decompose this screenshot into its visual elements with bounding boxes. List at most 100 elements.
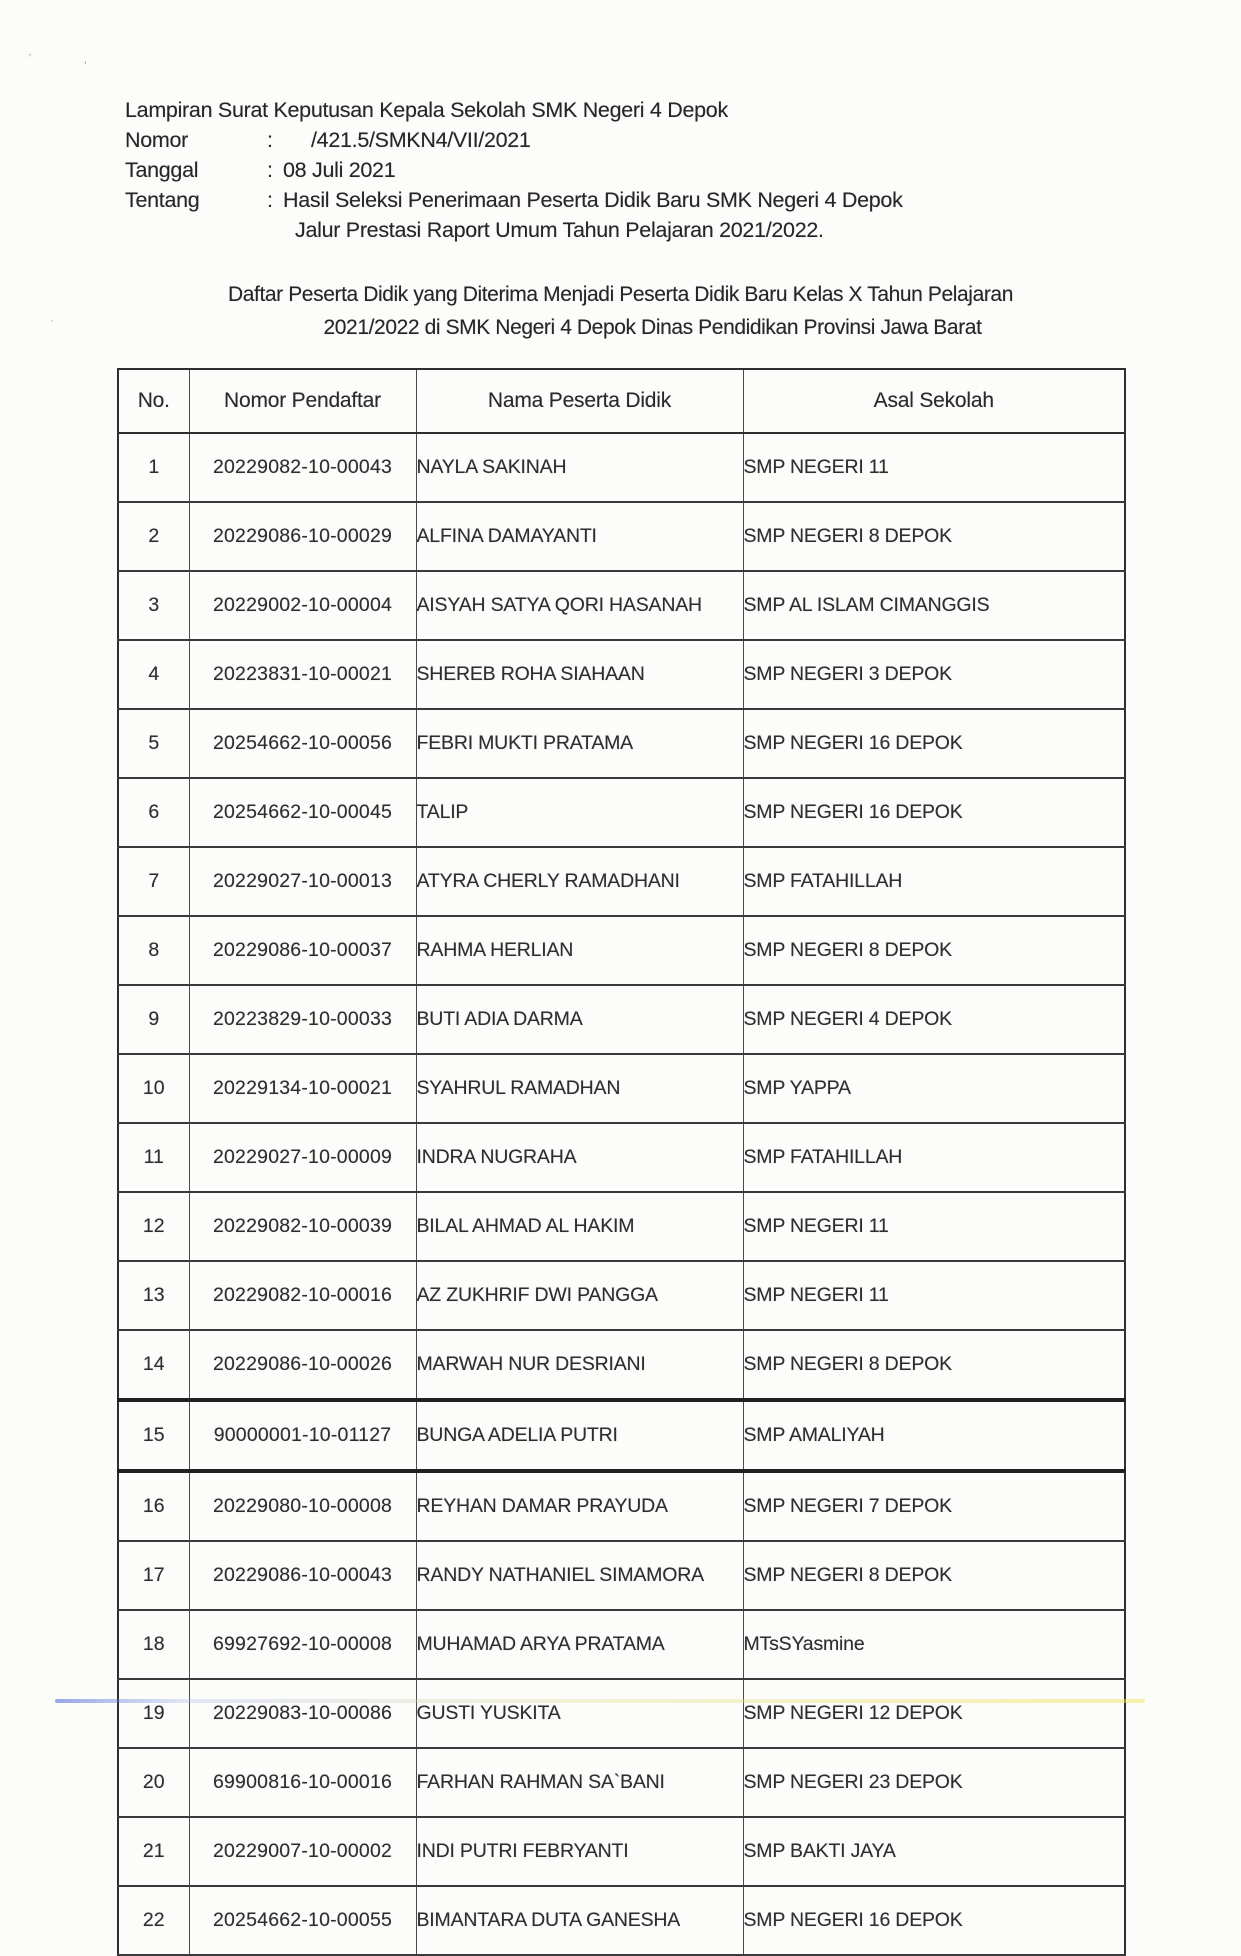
cell-student-name: MUHAMAD ARYA PRATAMA (415, 1609, 744, 1680)
tanggal-colon: : (267, 158, 273, 182)
table-row: 22 20254662-10-00055 BIMANTARA DUTA GANE… (117, 1885, 1126, 1956)
cell-student-name: BUTI ADIA DARMA (415, 984, 744, 1055)
table-row: 19 20229083-10-00086 GUSTI YUSKITA SMP N… (117, 1678, 1126, 1749)
cell-student-name: ATYRA CHERLY RAMADHANI (415, 846, 744, 917)
tentang-value-line1: Hasil Seleksi Penerimaan Peserta Didik B… (283, 188, 903, 212)
table-row: 15 90000001-10-01127 BUNGA ADELIA PUTRI … (117, 1398, 1126, 1473)
cell-origin-school: SMP NEGERI 16 DEPOK (742, 777, 1126, 848)
cell-registration-number: 90000001-10-01127 (188, 1398, 417, 1473)
scan-speck: ’ (84, 59, 87, 73)
cell-registration-number: 20223829-10-00033 (188, 984, 417, 1055)
cell-registration-number: 20223831-10-00021 (188, 639, 417, 710)
cell-no: 22 (117, 1885, 190, 1956)
cell-registration-number: 20229086-10-00026 (188, 1329, 417, 1401)
cell-origin-school: SMP NEGERI 11 (742, 1191, 1126, 1262)
cell-student-name: BIMANTARA DUTA GANESHA (415, 1885, 744, 1956)
cell-no: 2 (117, 501, 190, 572)
letterhead-tentang-row: Tentang : Hasil Seleksi Penerimaan Peser… (125, 185, 903, 215)
header-registration: Nomor Pendaftar (188, 368, 417, 434)
cell-no: 12 (117, 1191, 190, 1262)
cell-no: 17 (117, 1540, 190, 1611)
cell-student-name: GUSTI YUSKITA (415, 1678, 744, 1749)
cell-registration-number: 20229086-10-00043 (188, 1540, 417, 1611)
tanggal-value: 08 Juli 2021 (283, 158, 396, 182)
header-school: Asal Sekolah (742, 368, 1126, 434)
cell-registration-number: 20229086-10-00037 (188, 915, 417, 986)
cell-origin-school: SMP FATAHILLAH (742, 1122, 1126, 1193)
cell-student-name: FEBRI MUKTI PRATAMA (415, 708, 744, 779)
cell-no: 9 (117, 984, 190, 1055)
nomor-colon: : (267, 128, 273, 152)
cell-no: 5 (117, 708, 190, 779)
table-row: 16 20229080-10-00008 REYHAN DAMAR PRAYUD… (117, 1470, 1126, 1542)
nomor-label: Nomor (125, 128, 189, 152)
cell-no: 3 (117, 570, 190, 641)
letterhead-title: Lampiran Surat Keputusan Kepala Sekolah … (125, 98, 728, 122)
letterhead-line1: Lampiran Surat Keputusan Kepala Sekolah … (125, 95, 903, 125)
table-row: 17 20229086-10-00043 RANDY NATHANIEL SIM… (117, 1540, 1126, 1611)
table-row: 2 20229086-10-00029 ALFINA DAMAYANTI SMP… (117, 501, 1126, 572)
cell-no: 13 (117, 1260, 190, 1331)
header-name: Nama Peserta Didik (415, 368, 744, 434)
table-row: 13 20229082-10-00016 AZ ZUKHRIF DWI PANG… (117, 1260, 1126, 1331)
cell-origin-school: SMP NEGERI 4 DEPOK (742, 984, 1126, 1055)
cell-student-name: SHEREB ROHA SIAHAAN (415, 639, 744, 710)
cell-registration-number: 20229002-10-00004 (188, 570, 417, 641)
table-row: 18 69927692-10-00008 MUHAMAD ARYA PRATAM… (117, 1609, 1126, 1680)
cell-student-name: ALFINA DAMAYANTI (415, 501, 744, 572)
cell-student-name: RAHMA HERLIAN (415, 915, 744, 986)
cell-registration-number: 20254662-10-00056 (188, 708, 417, 779)
cell-origin-school: SMP AL ISLAM CIMANGGIS (742, 570, 1126, 641)
table-row: 3 20229002-10-00004 AISYAH SATYA QORI HA… (117, 570, 1126, 641)
cell-origin-school: SMP NEGERI 8 DEPOK (742, 1329, 1126, 1401)
cell-student-name: FARHAN RAHMAN SA`BANI (415, 1747, 744, 1818)
students-table: No. Nomor Pendaftar Nama Peserta Didik A… (117, 368, 1126, 1956)
cell-origin-school: SMP NEGERI 16 DEPOK (742, 708, 1126, 779)
table-row: 1 20229082-10-00043 NAYLA SAKINAH SMP NE… (117, 432, 1126, 503)
cell-no: 4 (117, 639, 190, 710)
cell-origin-school: SMP YAPPA (742, 1053, 1126, 1124)
cell-student-name: AISYAH SATYA QORI HASANAH (415, 570, 744, 641)
cell-origin-school: MTsSYasmine (742, 1609, 1126, 1680)
cell-no: 11 (117, 1122, 190, 1193)
cell-origin-school: SMP FATAHILLAH (742, 846, 1126, 917)
cell-registration-number: 20229007-10-00002 (188, 1816, 417, 1887)
cell-origin-school: SMP NEGERI 8 DEPOK (742, 501, 1126, 572)
cell-student-name: RANDY NATHANIEL SIMAMORA (415, 1540, 744, 1611)
letterhead-tentang-row2: Jalur Prestasi Raport Umum Tahun Pelajar… (125, 215, 903, 245)
tentang-value-line2: Jalur Prestasi Raport Umum Tahun Pelajar… (295, 218, 824, 242)
students-table-body: 1 20229082-10-00043 NAYLA SAKINAH SMP NE… (117, 432, 1126, 1956)
table-row: 14 20229086-10-00026 MARWAH NUR DESRIANI… (117, 1329, 1126, 1401)
table-row: 7 20229027-10-00013 ATYRA CHERLY RAMADHA… (117, 846, 1126, 917)
cell-registration-number: 20229082-10-00039 (188, 1191, 417, 1262)
cell-no: 1 (117, 432, 190, 503)
cell-origin-school: SMP NEGERI 12 DEPOK (742, 1678, 1126, 1749)
cell-no: 8 (117, 915, 190, 986)
cell-no: 18 (117, 1609, 190, 1680)
cell-student-name: NAYLA SAKINAH (415, 432, 744, 503)
students-table-container: No. Nomor Pendaftar Nama Peserta Didik A… (117, 368, 1126, 1956)
cell-origin-school: SMP BAKTI JAYA (742, 1816, 1126, 1887)
tanggal-label: Tanggal (125, 158, 199, 182)
cell-no: 7 (117, 846, 190, 917)
document-title-line1: Daftar Peserta Didik yang Diterima Menja… (227, 283, 1013, 306)
cell-registration-number: 20229083-10-00086 (188, 1678, 417, 1749)
cell-student-name: TALIP (415, 777, 744, 848)
table-row: 4 20223831-10-00021 SHEREB ROHA SIAHAAN … (117, 639, 1126, 710)
cell-student-name: REYHAN DAMAR PRAYUDA (415, 1470, 744, 1542)
cell-registration-number: 20229086-10-00029 (188, 501, 417, 572)
cell-no: 10 (117, 1053, 190, 1124)
cell-student-name: BUNGA ADELIA PUTRI (415, 1398, 744, 1473)
cell-student-name: AZ ZUKHRIF DWI PANGGA (415, 1260, 744, 1331)
header-no: No. (117, 368, 190, 434)
cell-origin-school: SMP NEGERI 16 DEPOK (742, 1885, 1126, 1956)
document-title: Daftar Peserta Didik yang Diterima Menja… (0, 278, 1241, 344)
table-row: 8 20229086-10-00037 RAHMA HERLIAN SMP NE… (117, 915, 1126, 986)
cell-registration-number: 20229134-10-00021 (188, 1053, 417, 1124)
cell-no: 15 (117, 1398, 190, 1473)
cell-origin-school: SMP NEGERI 8 DEPOK (742, 915, 1126, 986)
cell-student-name: INDRA NUGRAHA (415, 1122, 744, 1193)
cell-registration-number: 20229080-10-00008 (188, 1470, 417, 1542)
cell-no: 14 (117, 1329, 190, 1401)
